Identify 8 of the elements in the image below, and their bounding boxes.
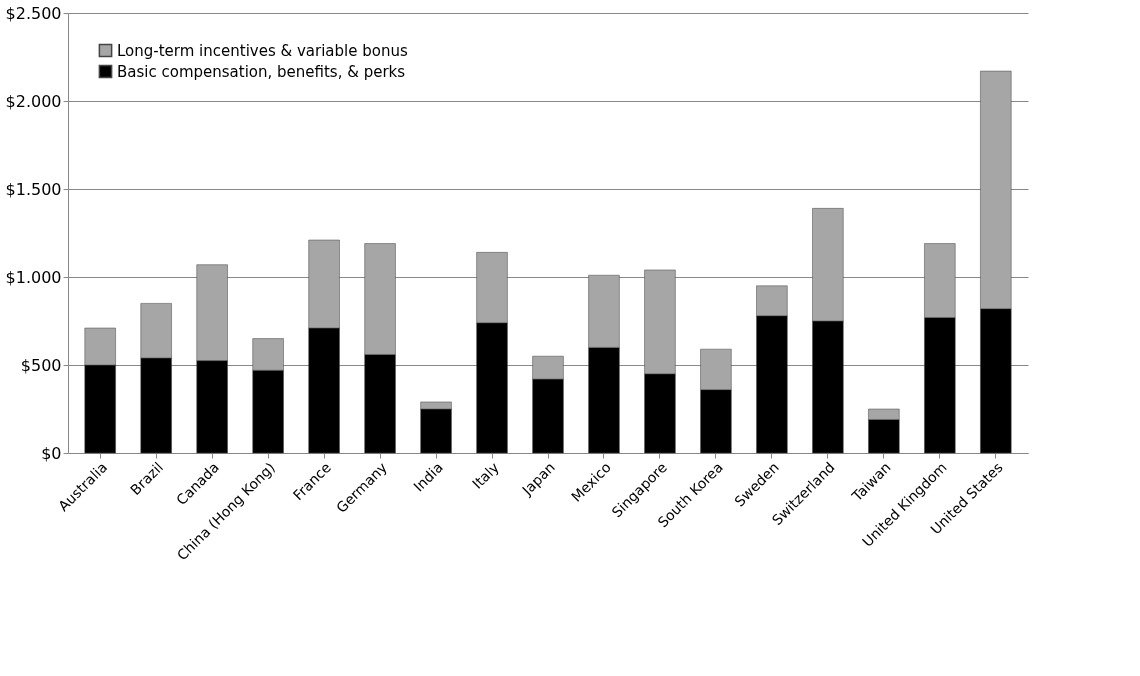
legend-label: Long-term incentives & variable bonus (117, 41, 408, 60)
y-tick-label: $1.000 (5, 267, 62, 287)
y-tick-label: $500 (20, 355, 62, 375)
y-tick-label: $2.500 (5, 3, 62, 23)
y-tick-label: $0 (41, 443, 62, 463)
y-tick-label: $2.000 (5, 91, 62, 111)
y-tick-label: $1.500 (5, 179, 62, 199)
legend-label: Basic compensation, benefits, & perks (117, 62, 406, 81)
